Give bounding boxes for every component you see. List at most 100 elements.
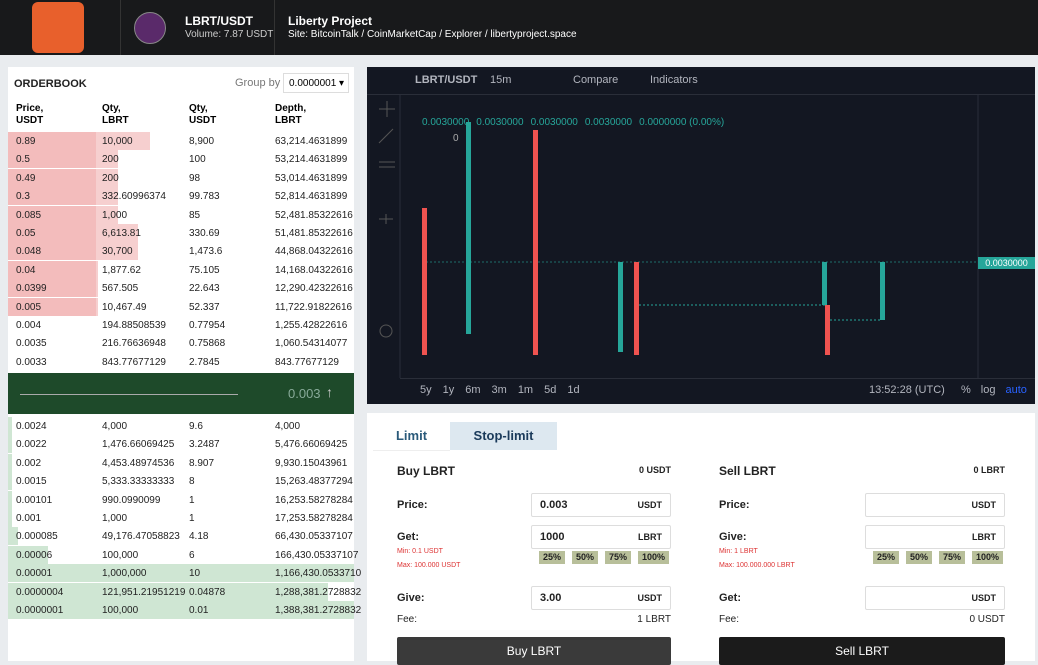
group-select[interactable]: 0.0000001 ▾ <box>283 73 349 93</box>
ask-row[interactable]: 0.005 10,467.49 52.337 11,722.91822616 <box>8 297 354 316</box>
cell: 9,930.15043961 <box>275 457 348 469</box>
percent-button[interactable]: 50% <box>572 551 599 564</box>
cell: 85 <box>189 209 201 221</box>
interval[interactable]: 15m <box>490 74 512 86</box>
bid-row[interactable]: 0.00101 990.0990099 1 16,253.58278284 <box>8 490 354 509</box>
ask-row[interactable]: 0.05 6,613.81 330.69 51,481.85322616 <box>8 224 354 242</box>
percent-button[interactable]: 50% <box>906 551 933 564</box>
percent-button[interactable]: 75% <box>939 551 966 564</box>
ask-row[interactable]: 0.89 10,000 8,900 63,214.4631899 <box>8 132 354 150</box>
cell: 5,333.33333333 <box>102 476 175 488</box>
bid-row[interactable]: 0.0024 4,000 9.6 4,000 <box>8 417 354 435</box>
bid-row[interactable]: 0.000085 49,176.47058823 4.18 66,430.053371… <box>8 527 354 546</box>
range-button[interactable]: 1m <box>517 384 534 396</box>
submit-button[interactable]: Sell LBRT <box>719 637 1005 665</box>
percent-button[interactable]: 100% <box>638 551 670 564</box>
input-unit: USDT <box>637 593 663 603</box>
input-unit: USDT <box>971 500 997 510</box>
compare[interactable]: Compare <box>573 74 619 86</box>
percent-button[interactable]: 75% <box>605 551 632 564</box>
input[interactable]: USDT <box>865 493 1005 517</box>
cell: 4,000 <box>275 421 301 432</box>
tab-label: Stop-limit <box>473 428 534 443</box>
input-value: 3.00 <box>540 592 562 604</box>
ask-row[interactable]: 0.0399 567.505 22.643 12,290.42322616 <box>8 279 354 298</box>
indicators[interactable]: Indicators <box>650 74 698 86</box>
range-button[interactable]: 5y <box>420 384 432 396</box>
pair: LBRT/USDT <box>185 14 253 28</box>
ohlc-value: 0.0000000 (0.00%) <box>639 117 725 128</box>
cell: 66,430.05337107 <box>275 531 353 543</box>
bid-row[interactable]: 0.002 4,453.48974536 8.907 9,930.15043961 <box>8 453 354 472</box>
site-label: Site: <box>288 29 309 40</box>
ask-row[interactable]: 0.3 332.60996374 99.783 52,814.4631899 <box>8 187 354 206</box>
cell: 49,176.47058823 <box>102 531 180 543</box>
percent-button[interactable]: 100% <box>972 551 1004 564</box>
cell: 0.000085 <box>16 531 58 543</box>
cell: 1,000,000 <box>102 568 147 580</box>
cell: 6,613.81 <box>102 228 141 239</box>
range-button[interactable]: 5d <box>544 384 557 396</box>
range-button[interactable]: 6m <box>465 384 481 396</box>
logo[interactable] <box>32 2 84 53</box>
ask-row[interactable]: 0.004 194.88508539 0.77954 1,255.42822616 <box>8 316 354 334</box>
candles <box>422 122 885 355</box>
bid-row[interactable]: 0.0015 5,333.33333333 8 15,263.48377294 <box>8 472 354 491</box>
range-button[interactable]: 1y <box>442 384 455 396</box>
cell: 63,214.4631899 <box>275 136 348 147</box>
project-name: Liberty Project <box>288 14 373 28</box>
percent-button[interactable]: 25% <box>539 551 566 564</box>
field-label: Give: <box>397 592 425 604</box>
range-button[interactable]: 3m <box>491 384 507 396</box>
cell: 52.337 <box>189 301 220 313</box>
cell: 10,000 <box>102 136 133 147</box>
ask-row[interactable]: 0.0033 843.77677129 2.7845 843.77677129 <box>8 353 354 371</box>
input[interactable]: LBRT <box>865 525 1005 549</box>
cell: 17,253.58278284 <box>275 513 353 524</box>
cell: 1,166,430.0533710 <box>275 568 362 580</box>
tab[interactable]: Stop-limit <box>450 422 557 450</box>
bid-row[interactable]: 0.0022 1,476.66069425 3.2487 5,476.66069425 <box>8 435 354 454</box>
cell: 0.0035 <box>16 338 47 350</box>
scale-option[interactable]: auto <box>1005 384 1027 396</box>
bid-row[interactable]: 0.00001 1,000,000 10 1,166,430.0533710 <box>8 564 361 583</box>
depth-bar <box>8 527 18 546</box>
chart-symbol[interactable]: LBRT/USDT <box>415 74 478 86</box>
fee-label: Fee: <box>719 614 740 625</box>
bid-row[interactable]: 0.0000004 121,951.21951219 0.04878 1,288,38… <box>8 582 361 601</box>
link[interactable]: Explorer <box>444 29 483 40</box>
separator: / <box>484 29 488 40</box>
bid-row[interactable]: 0.0000001 100,000 0.01 1,388,381.2728832 <box>8 601 361 619</box>
input[interactable]: 3.00 USDT <box>531 586 671 610</box>
link[interactable]: libertyproject.space <box>490 29 577 40</box>
price-arrow: ↑ <box>326 384 333 400</box>
percent-button[interactable]: 25% <box>873 551 900 564</box>
tab[interactable]: Limit <box>373 422 450 451</box>
cell: 0.048 <box>16 246 42 258</box>
bid-row[interactable]: 0.001 1,000 1 17,253.58278284 <box>8 509 354 527</box>
cell: 51,481.85322616 <box>275 228 353 239</box>
scale-option[interactable]: % <box>961 384 971 396</box>
input[interactable]: 0.003 USDT <box>531 493 671 517</box>
price-chart: LBRT/USDT 15m Compare Indicators 0.00300… <box>367 67 1035 404</box>
ask-row[interactable]: 0.04 1,877.62 75.105 14,168.04322616 <box>8 260 354 279</box>
top-bar: LBRT/USDT Volume: 7.87 USDT Liberty Proj… <box>0 0 1038 55</box>
input[interactable]: 1000 LBRT <box>531 525 671 549</box>
ask-row[interactable]: 0.49 200 98 53,014.4631899 <box>8 168 354 187</box>
link[interactable]: CoinMarketCap <box>366 29 437 40</box>
range-button[interactable]: 1d <box>567 384 580 396</box>
submit-button[interactable]: Buy LBRT <box>397 637 671 665</box>
depth-bar <box>8 260 96 279</box>
ask-row[interactable]: 0.085 1,000 85 52,481.85322616 <box>8 205 354 224</box>
bid-row[interactable]: 0.00006 100,000 6 166,430.05337107 <box>8 545 358 564</box>
ask-row[interactable]: 0.5 200 100 53,214.4631899 <box>8 150 354 169</box>
cell: 98 <box>189 172 201 184</box>
ask-row[interactable]: 0.048 30,700 1,473.6 44,868.04322616 <box>8 242 354 261</box>
input[interactable]: USDT <box>865 586 1005 610</box>
cell: 0.01 <box>189 605 209 616</box>
cell: 0.5 <box>16 154 30 166</box>
link[interactable]: BitcoinTalk <box>310 29 359 40</box>
chart-footer <box>400 378 1035 405</box>
ask-row[interactable]: 0.0035 216.76636948 0.75868 1,060.54314077 <box>8 334 354 352</box>
scale-option[interactable]: log <box>980 384 996 396</box>
